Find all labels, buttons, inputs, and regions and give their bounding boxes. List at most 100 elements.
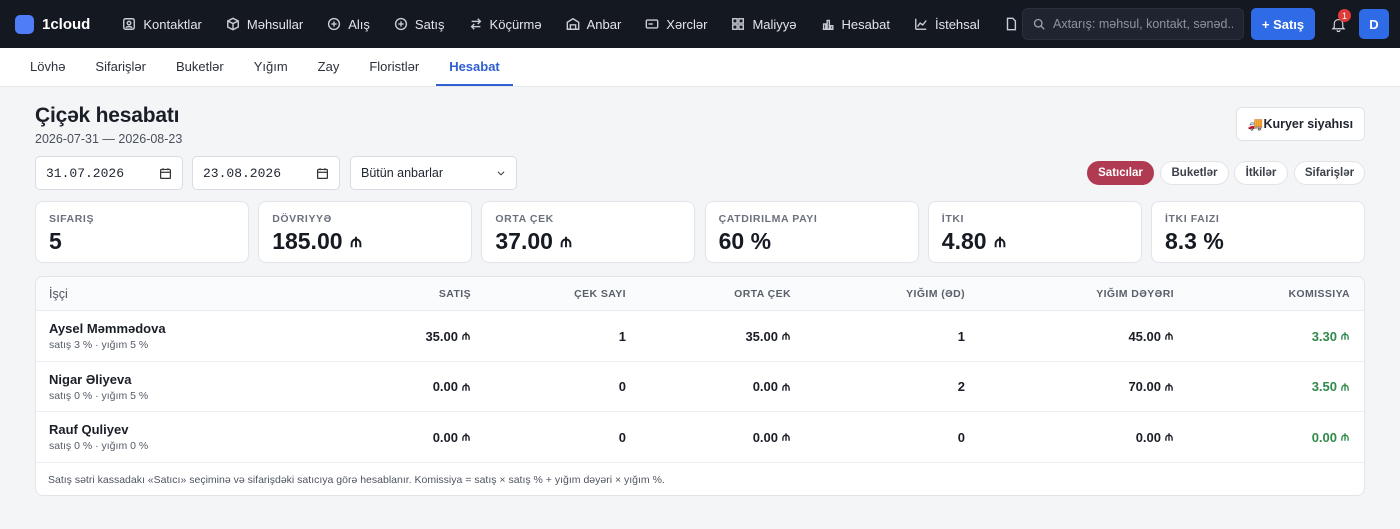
cell-value: 0.00 <box>752 429 778 445</box>
employee-name: Aysel Məmmədova <box>49 321 166 336</box>
kpi-card: Çatdırılma payı 60 % <box>704 201 919 263</box>
tab-6[interactable]: Hesabat <box>436 59 513 86</box>
cell-value: 70.00 <box>1128 379 1161 394</box>
nav-item-label: Xərclər <box>666 16 708 32</box>
cell-value: 0.00 <box>1311 429 1337 445</box>
table-header: İşçi Satış Çek sayı Orta çek Yığım (əd) Yığım… <box>36 277 1364 311</box>
kpi-value-text: 185.00 <box>272 228 343 254</box>
kpi-label: Orta çek <box>495 213 554 225</box>
column-header[interactable]: Çek sayı <box>574 288 626 300</box>
cell-avg: 0.00 <box>753 362 791 412</box>
table-row[interactable]: Aysel Məmmədova satış 3 % · yığım 5 % 35.0… <box>36 311 1364 362</box>
manat-currency-icon <box>994 236 1005 247</box>
date-from-value: 31.07.2026 <box>46 165 125 181</box>
date-to-value: 23.08.2026 <box>203 165 282 181</box>
tab-4[interactable]: Zay <box>317 59 340 74</box>
kpi-card: İtki 4.80 <box>927 201 1142 263</box>
notifications-button[interactable]: 1 <box>1326 9 1351 36</box>
nav-item-label: Alış <box>348 16 370 32</box>
manat-currency-icon <box>1165 433 1173 441</box>
employee-rates: satış 0 % · yığım 0 % <box>49 440 149 452</box>
nav-item-expenses[interactable]: Xərclər <box>633 0 719 48</box>
employee-cell: Nigar Əliyeva satış 0 % · yığım 5 % <box>49 372 148 402</box>
cell-value: 35.00 <box>745 328 778 344</box>
column-header[interactable]: Yığım (əd) <box>906 288 965 300</box>
cell-value: 3.50 <box>1311 379 1337 394</box>
nav-item-label: Məhsullar <box>246 16 304 32</box>
manat-currency-icon <box>462 332 470 340</box>
cell-value: 0 <box>618 429 626 445</box>
column-header[interactable]: Komissiya <box>1288 288 1350 300</box>
manat-currency-icon <box>462 433 470 441</box>
kpi-label: Dövriyyə <box>272 213 332 225</box>
nav-item-label: Köçürmə <box>489 16 542 32</box>
app-logo[interactable]: 1cloud <box>15 14 91 34</box>
date-range-label: 2026-07-31 — 2026-08-23 <box>35 132 183 146</box>
report-segment-1[interactable]: Buketlər <box>1160 161 1229 185</box>
kpi-value-text: 37.00 <box>495 228 553 254</box>
date-from-input[interactable]: 31.07.2026 <box>35 156 183 190</box>
table-row[interactable]: Rauf Quliyev satış 0 % · yığım 0 % 0.00 0 0.… <box>36 412 1364 463</box>
manat-currency-icon <box>350 236 361 247</box>
search-input[interactable] <box>1053 17 1233 31</box>
nav-item-sales[interactable]: Satış <box>382 0 457 48</box>
calendar-icon <box>160 167 171 179</box>
manat-currency-icon <box>1341 332 1349 340</box>
top-navbar: 1cloud Kontaktlar Məhsullar Alış Satış Köçür… <box>0 0 1400 48</box>
employee-cell: Rauf Quliyev satış 0 % · yığım 0 % <box>49 422 148 452</box>
tab-2[interactable]: Buketlər <box>176 59 224 74</box>
cell-picks: 1 <box>958 311 965 361</box>
tab-5[interactable]: Floristlər <box>369 59 420 74</box>
column-header[interactable]: İşçi <box>49 287 68 301</box>
cell-avg: 0.00 <box>753 412 791 462</box>
nav-item-finance[interactable]: Maliyyə <box>719 0 808 48</box>
user-avatar[interactable]: D <box>1359 9 1389 39</box>
nav-item-purchase[interactable]: Alış <box>315 0 382 48</box>
tab-1[interactable]: Sifarişlər <box>95 59 146 74</box>
nav-item-account[interactable]: Hesabat <box>809 0 902 48</box>
tab-3[interactable]: Yığım <box>253 59 288 74</box>
global-search[interactable] <box>1022 8 1244 40</box>
nav-item-production[interactable]: İstehsal <box>902 0 992 48</box>
cell-picks: 0 <box>958 412 965 462</box>
page-title: Çiçək hesabatı <box>35 104 180 127</box>
new-sale-button[interactable]: + Satış <box>1251 8 1315 40</box>
nav-item-contacts[interactable]: Kontaktlar <box>110 0 214 48</box>
search-icon <box>1033 18 1045 30</box>
manat-currency-icon <box>560 236 572 247</box>
nav-item-more[interactable] <box>992 0 1018 48</box>
plus-circle-icon <box>394 17 408 31</box>
warehouse-select[interactable]: Bütün anbarlar <box>350 156 517 190</box>
report-segment-0[interactable]: Satıcılar <box>1087 161 1154 185</box>
date-to-input[interactable]: 23.08.2026 <box>192 156 340 190</box>
nav-item-label: Anbar <box>586 16 622 32</box>
cell-pick-value: 0.00 <box>1136 412 1174 462</box>
kpi-card: Sifariş 5 <box>35 201 249 263</box>
warehouse-select-value: Bütün anbarlar <box>361 166 444 180</box>
section-tabs: Lövhə Sifarişlər Buketlər Yığım Zay Floristlə… <box>0 48 1400 87</box>
courier-list-button[interactable]: 🚚Kuryer siyahısı <box>1236 107 1365 141</box>
report-segment-2[interactable]: İtkilər <box>1234 161 1288 185</box>
kpi-value-text: 8.3 % <box>1165 228 1224 254</box>
transfer-icon <box>470 18 481 30</box>
chevron-down-icon <box>497 171 505 176</box>
column-header[interactable]: Orta çek <box>734 288 791 300</box>
nav-item-warehouse[interactable]: Anbar <box>554 0 634 48</box>
cell-value: 45.00 <box>1128 328 1161 344</box>
app-name: 1cloud <box>42 15 91 33</box>
kpi-card: Orta çek 37.00 <box>481 201 696 263</box>
column-header[interactable]: Yığım dəyəri <box>1096 288 1174 300</box>
kpi-value: 4.80 <box>942 228 1128 255</box>
manat-currency-icon <box>462 382 470 391</box>
employee-cell: Aysel Məmmədova satış 3 % · yığım 5 % <box>49 321 166 351</box>
kpi-label: Çatdırılma payı <box>718 213 818 225</box>
cell-commission: 3.50 <box>1312 362 1350 412</box>
tab-0[interactable]: Lövhə <box>30 59 66 74</box>
cell-picks: 2 <box>958 362 965 412</box>
nav-item-transfer[interactable]: Köçürmə <box>457 0 554 48</box>
nav-item-products[interactable]: Məhsullar <box>214 0 315 48</box>
document-icon <box>1006 17 1016 31</box>
report-segment-3[interactable]: Sifarişlər <box>1294 161 1365 185</box>
table-row[interactable]: Nigar Əliyeva satış 0 % · yığım 5 % 0.00 0 0… <box>36 362 1364 412</box>
column-header[interactable]: Satış <box>438 288 471 300</box>
